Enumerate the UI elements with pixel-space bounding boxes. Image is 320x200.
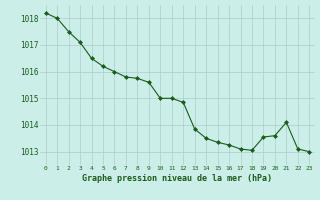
X-axis label: Graphe pression niveau de la mer (hPa): Graphe pression niveau de la mer (hPa) [83,174,273,183]
